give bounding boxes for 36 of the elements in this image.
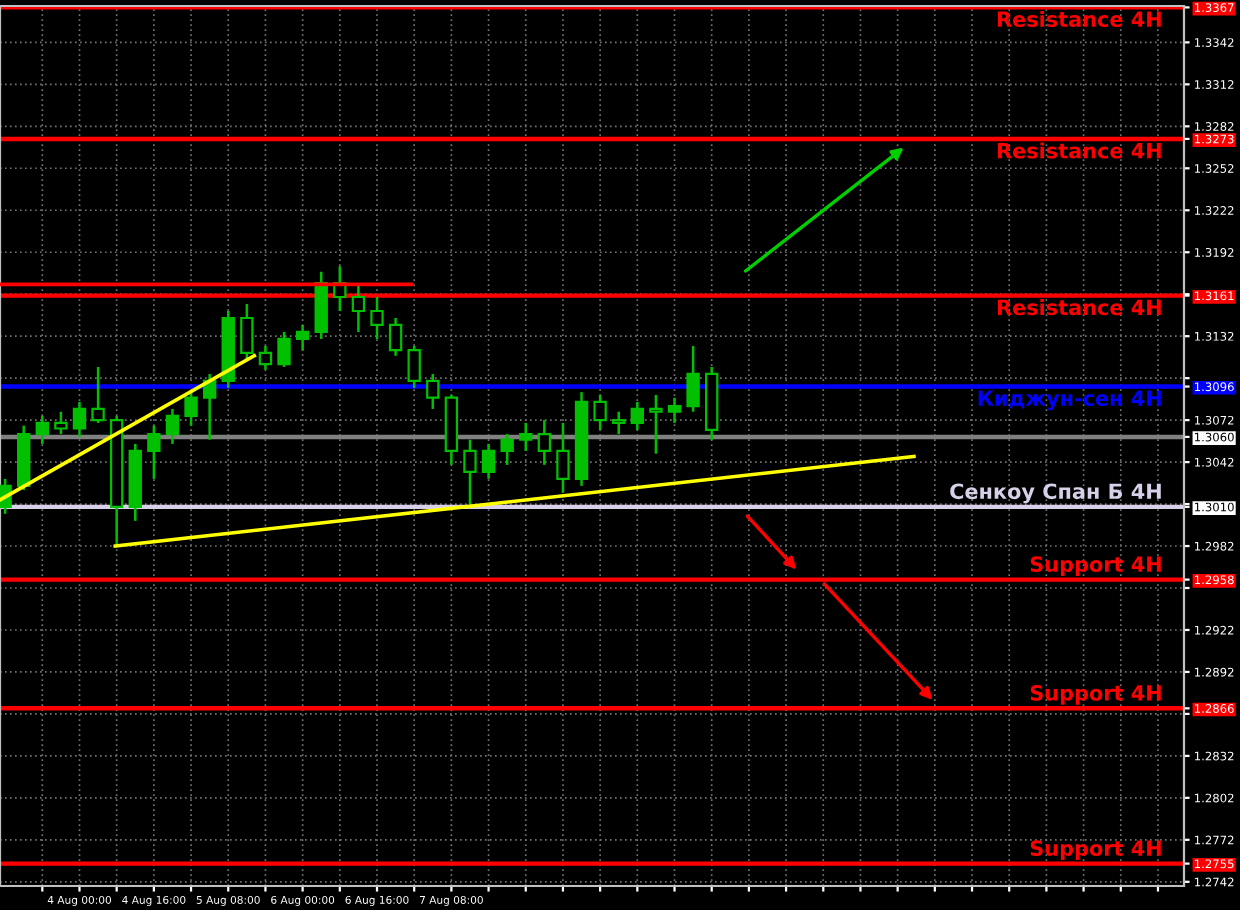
candlestick xyxy=(593,393,607,432)
candlestick xyxy=(500,432,514,467)
ref-line-label: Support 4H xyxy=(1030,840,1161,861)
candlestick xyxy=(240,302,254,362)
ref-line-label: Resistance 4H xyxy=(997,299,1161,316)
candlestick xyxy=(630,400,645,432)
candlestick xyxy=(72,400,87,439)
candlestick xyxy=(277,330,291,369)
candlestick xyxy=(649,393,663,455)
candlestick xyxy=(165,407,180,446)
candlestick xyxy=(407,344,421,390)
candlestick xyxy=(91,365,105,425)
candlestick xyxy=(612,410,626,436)
candlestick xyxy=(481,442,496,481)
ref-line-label: Resistance 4H xyxy=(997,142,1161,159)
candlestick xyxy=(351,281,366,334)
candlestick xyxy=(370,295,384,341)
candlestick xyxy=(35,414,49,446)
ref-line-label: Киджун-сен 4H xyxy=(978,390,1161,411)
ref-line-label: Сенкоу Спан Б 4H xyxy=(950,483,1161,504)
candlestick xyxy=(388,316,403,358)
ref-line-label: Support 4H xyxy=(1030,556,1161,577)
candlestick xyxy=(519,421,533,453)
candlestick xyxy=(667,396,682,425)
candlestick xyxy=(54,410,68,436)
ref-line-label: Support 4H xyxy=(1030,685,1161,705)
ref-line-label: Resistance 4H xyxy=(997,10,1161,28)
candlestick xyxy=(537,418,552,467)
candlestick xyxy=(556,421,570,495)
candlestick xyxy=(147,424,161,481)
candlestick xyxy=(184,390,198,427)
candlestick xyxy=(295,323,310,352)
candlestick xyxy=(463,438,477,506)
candlestick xyxy=(686,344,700,413)
candlestick xyxy=(426,372,440,411)
candlestick xyxy=(258,344,273,371)
